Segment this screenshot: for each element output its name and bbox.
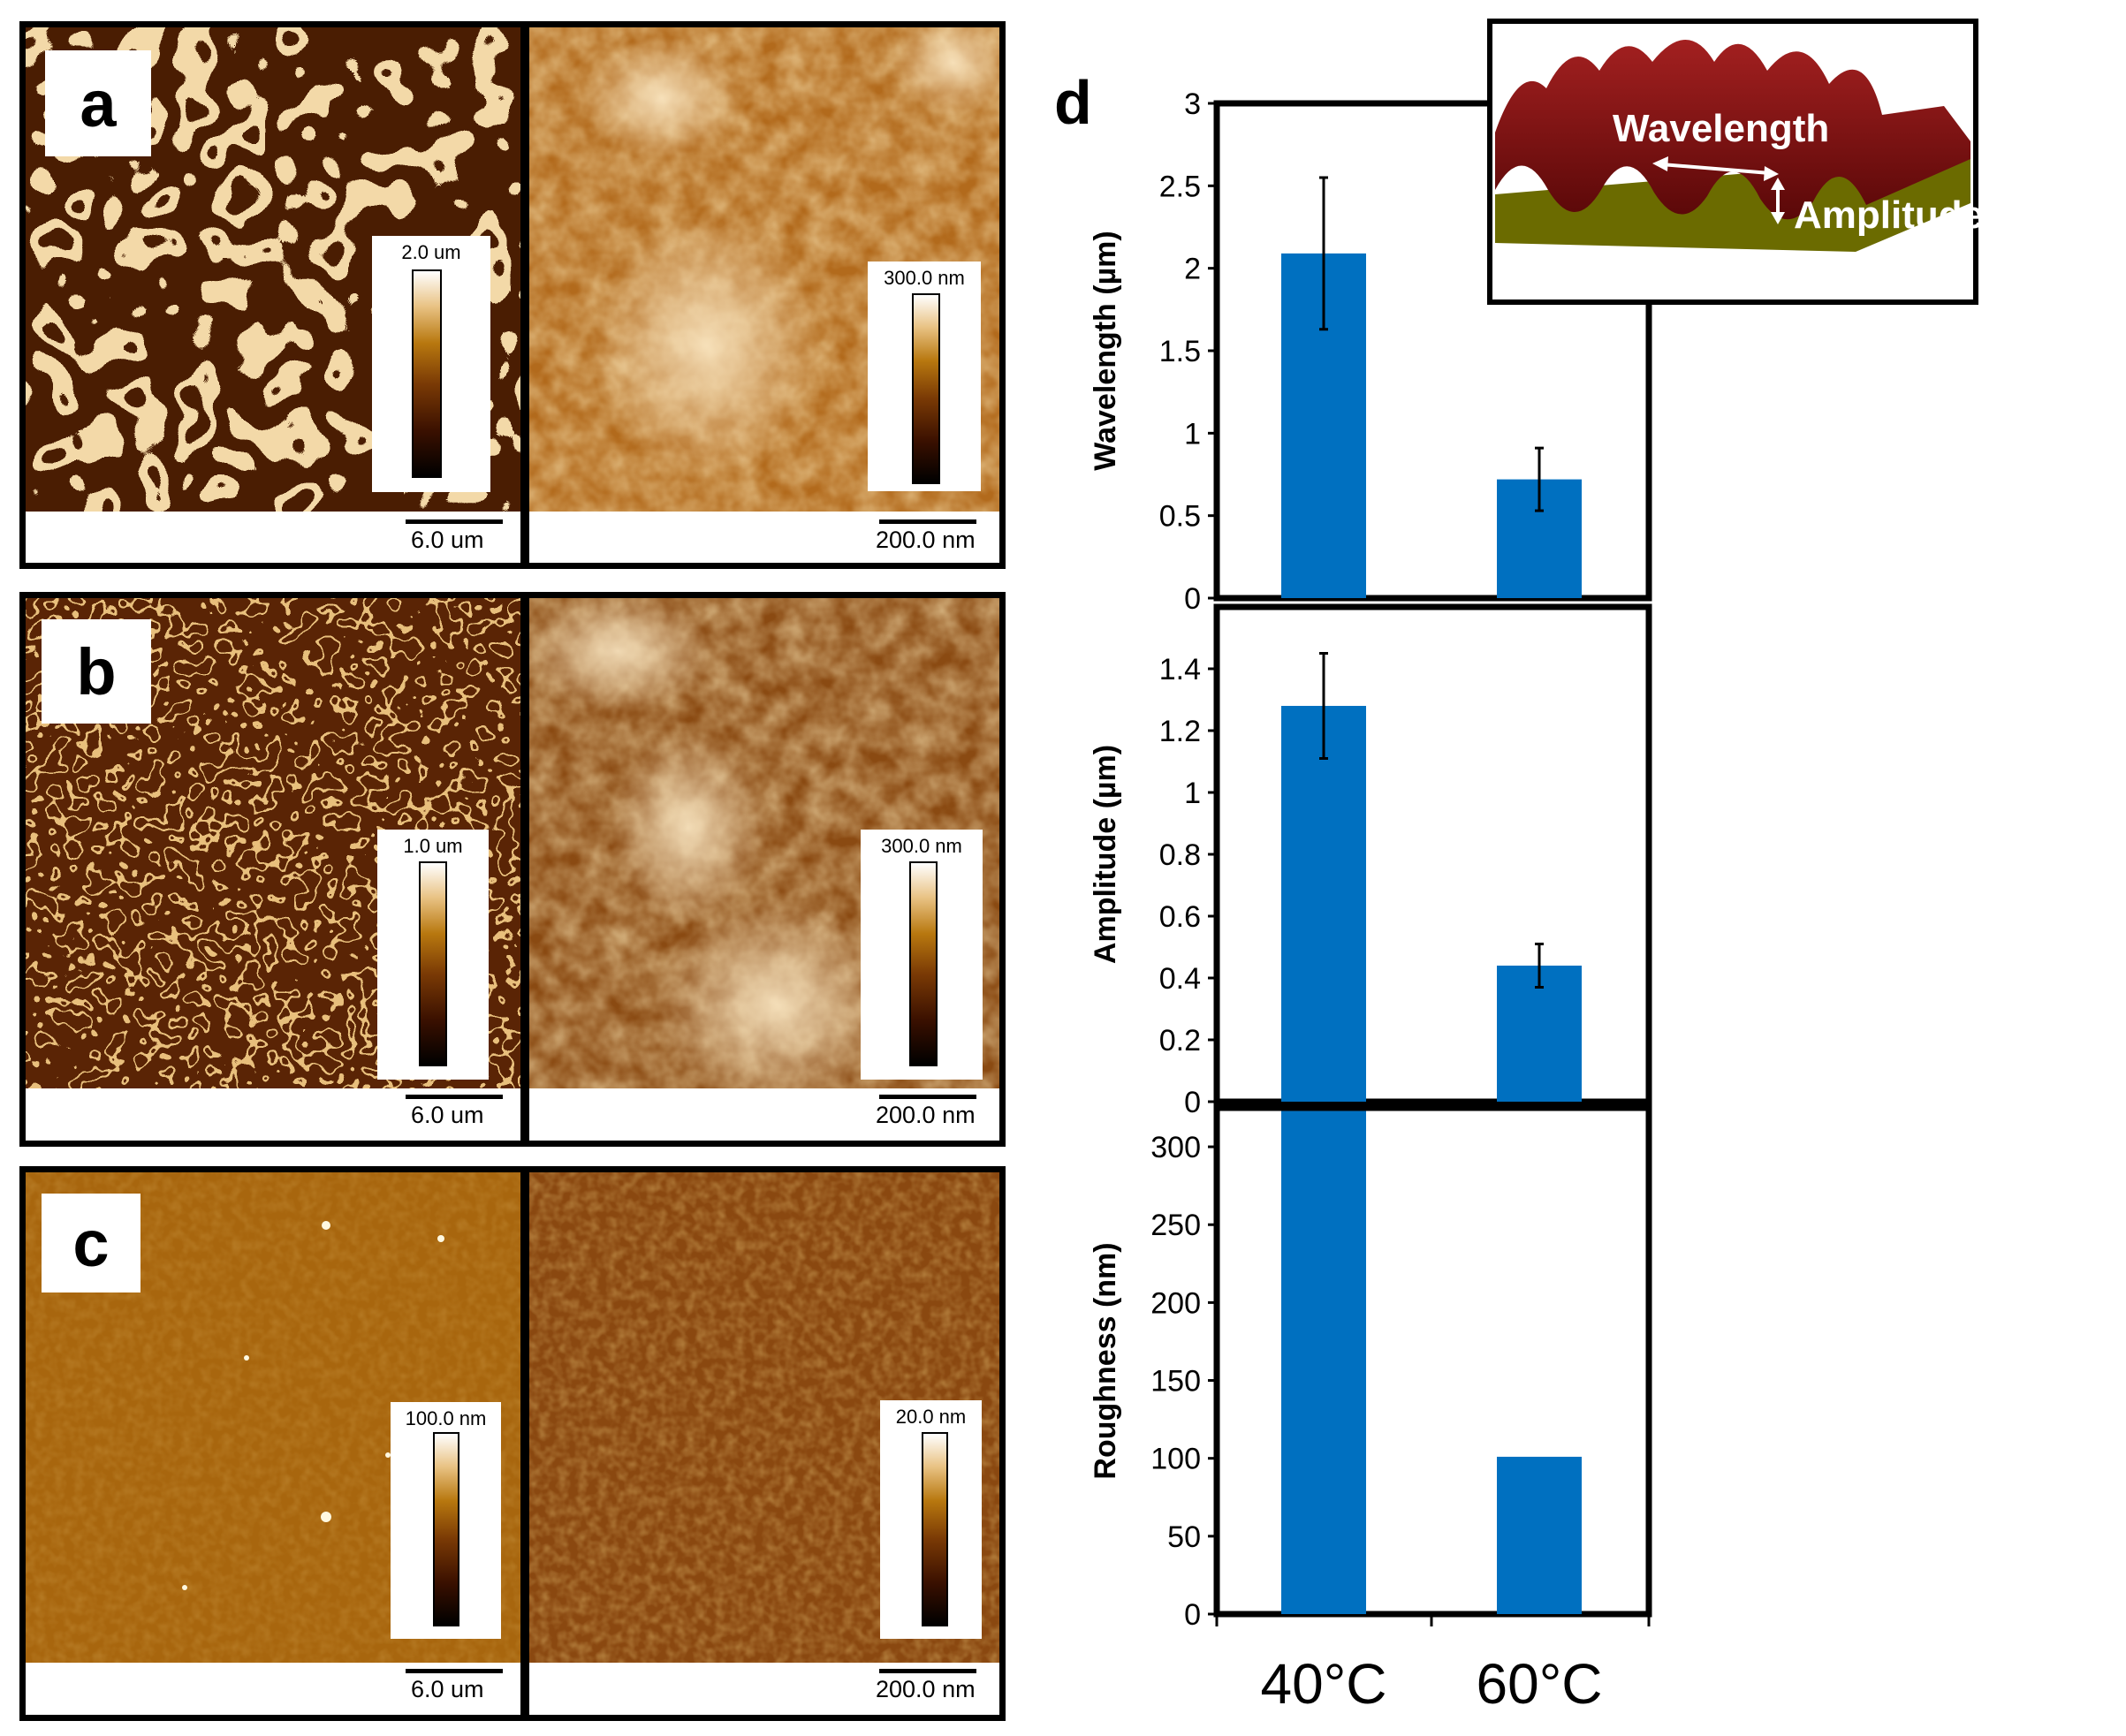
- scalebar-label: 6.0 um: [411, 1676, 484, 1702]
- amplitude-arrow: [1771, 178, 1785, 224]
- bar-40°C: [1281, 1111, 1366, 1614]
- y-tick-label: 3: [1184, 87, 1201, 121]
- y-tick-label: 250: [1150, 1209, 1201, 1242]
- bar-40°C: [1281, 706, 1366, 1102]
- y-tick-label: 0: [1184, 582, 1201, 616]
- scalebar-label: 6.0 um: [411, 1102, 484, 1128]
- y-tick-label: 2.5: [1159, 170, 1201, 203]
- y-tick-label: 1: [1184, 777, 1201, 810]
- colorbar-gradient: [412, 269, 442, 478]
- y-tick-label: 0: [1184, 1598, 1201, 1632]
- chart-panel-3: 0 50 100 150 200 250 300 Roughness (nm): [1089, 1104, 1652, 1632]
- chart-panel-1: 0 0.5 1 1.5 2 2.5 3 Wavelength (µm): [1089, 87, 1652, 616]
- colorbar-max-label: 1.0 um: [403, 835, 463, 857]
- scalebar-label: 200.0 nm: [876, 1102, 976, 1128]
- colorbar-gradient: [419, 861, 447, 1066]
- image-divider: [520, 27, 529, 563]
- scalebar-line: [879, 519, 976, 524]
- scalebar-small-scan: 200.0 nm: [876, 1667, 1001, 1711]
- y-tick-label: 2: [1184, 253, 1201, 286]
- colorbar-large-scan: 1.0 um: [377, 830, 489, 1080]
- x-tick-label: 60°C: [1477, 1652, 1603, 1716]
- colorbar-large-scan: 100.0 nm: [391, 1402, 501, 1639]
- afm-row-a: a 2.0 um 300.0 nm 6.0 um 200.0 nm: [19, 21, 1006, 569]
- colorbar-small-scan: 300.0 nm: [868, 262, 981, 491]
- scalebar-large-scan: 6.0 um: [406, 518, 516, 562]
- colorbar-max-label: 300.0 nm: [884, 267, 965, 289]
- scalebar-label: 200.0 nm: [876, 1676, 976, 1702]
- y-tick-label: 1.4: [1159, 653, 1201, 686]
- colorbar-large-scan: 2.0 um: [372, 236, 490, 492]
- colorbar-gradient: [909, 861, 938, 1066]
- colorbar-max-label: 300.0 nm: [881, 835, 962, 857]
- y-tick-label: 300: [1150, 1131, 1201, 1164]
- y-tick-label: 0: [1184, 1086, 1201, 1119]
- y-tick-label: 1.5: [1159, 335, 1201, 368]
- scalebar-line: [879, 1669, 976, 1673]
- scalebar-large-scan: 6.0 um: [406, 1667, 516, 1711]
- y-tick-label: 50: [1167, 1520, 1201, 1554]
- panel-label-a: a: [45, 50, 151, 156]
- y-axis-label: Roughness (nm): [1089, 1242, 1122, 1479]
- panel-label-b: b: [42, 619, 151, 724]
- panel-label-d: d: [1054, 68, 1092, 137]
- afm-row-b: b 1.0 um 300.0 nm 6.0 um 200.0 nm: [19, 592, 1006, 1147]
- y-tick-label: 0.6: [1159, 900, 1201, 934]
- image-divider: [520, 598, 529, 1141]
- y-tick-label: 0.4: [1159, 962, 1201, 996]
- colorbar-max-label: 100.0 nm: [405, 1407, 487, 1429]
- y-tick-label: 0.5: [1159, 500, 1201, 534]
- inset-amplitude-label: Amplitude: [1794, 193, 1984, 237]
- x-tick-label: 40°C: [1261, 1652, 1387, 1716]
- panel-d-bar-charts: d 0 0.5 1 1.5 2 2.5 3 Wavelength (µm) 0 0.2 0.4 0.6…: [1054, 19, 1984, 1716]
- wavelength-arrow: [1652, 156, 1779, 181]
- inset-wavelength-label: Wavelength: [1613, 107, 1829, 150]
- scalebar-small-scan: 200.0 nm: [876, 1093, 1001, 1137]
- y-tick-label: 150: [1150, 1365, 1201, 1399]
- scalebar-small-scan: 200.0 nm: [876, 518, 1001, 562]
- chart-panel-2: 0 0.2 0.4 0.6 0.8 1 1.2 1.4 Amplitude (µm): [1089, 603, 1652, 1119]
- y-tick-label: 0.2: [1159, 1024, 1201, 1058]
- scalebar-line: [406, 519, 503, 524]
- y-tick-label: 0.8: [1159, 838, 1201, 872]
- inset-wrinkle-schematic: Wavelength Amplitude: [1487, 19, 1984, 305]
- y-tick-label: 100: [1150, 1443, 1201, 1476]
- colorbar-gradient: [912, 293, 940, 484]
- image-divider: [520, 1172, 529, 1715]
- colorbar-gradient: [433, 1432, 459, 1626]
- colorbar-max-label: 20.0 nm: [895, 1406, 967, 1428]
- scalebar-label: 6.0 um: [411, 527, 484, 553]
- scalebar-large-scan: 6.0 um: [406, 1093, 516, 1137]
- colorbar-small-scan: 300.0 nm: [861, 830, 983, 1080]
- y-axis-label: Wavelength (µm): [1089, 231, 1122, 470]
- scalebar-line: [406, 1669, 503, 1673]
- colorbar-gradient: [922, 1432, 948, 1626]
- wrinkled-film: [1495, 40, 1970, 220]
- scalebar-label: 200.0 nm: [876, 527, 976, 553]
- colorbar-small-scan: 20.0 nm: [880, 1400, 982, 1639]
- y-tick-label: 1.2: [1159, 715, 1201, 748]
- bar-60°C: [1497, 1456, 1582, 1614]
- scalebar-line: [879, 1095, 976, 1099]
- y-tick-label: 200: [1150, 1286, 1201, 1320]
- y-axis-label: Amplitude (µm): [1089, 745, 1122, 964]
- colorbar-max-label: 2.0 um: [401, 241, 461, 263]
- panel-label-c: c: [42, 1194, 140, 1293]
- y-tick-label: 1: [1184, 417, 1201, 451]
- afm-row-c: c 100.0 nm 20.0 nm 6.0 um 200.0 nm: [19, 1166, 1006, 1721]
- scalebar-line: [406, 1095, 503, 1099]
